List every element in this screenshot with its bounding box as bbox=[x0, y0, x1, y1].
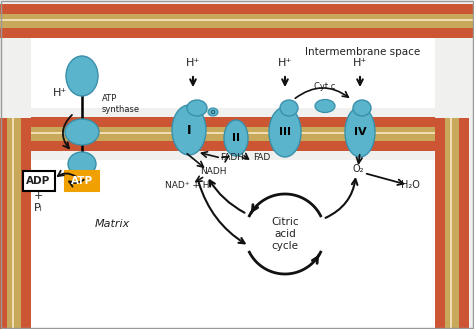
Ellipse shape bbox=[65, 119, 99, 145]
Bar bbox=[0, 28, 474, 38]
Bar bbox=[0, 14, 474, 21]
Bar bbox=[31, 141, 435, 151]
Bar bbox=[459, 118, 469, 329]
Bar bbox=[445, 118, 452, 329]
Ellipse shape bbox=[224, 120, 248, 156]
Text: Intermembrane space: Intermembrane space bbox=[305, 47, 420, 57]
FancyBboxPatch shape bbox=[65, 171, 99, 191]
Text: H⁺: H⁺ bbox=[278, 58, 292, 68]
Text: Citric
acid
cycle: Citric acid cycle bbox=[271, 217, 299, 251]
Ellipse shape bbox=[187, 100, 207, 116]
Ellipse shape bbox=[345, 107, 375, 157]
Bar bbox=[31, 117, 435, 127]
Bar bbox=[0, 19, 474, 23]
Text: ATP: ATP bbox=[71, 176, 93, 186]
Bar bbox=[14, 118, 21, 329]
Text: H⁺: H⁺ bbox=[353, 58, 367, 68]
Bar bbox=[452, 118, 459, 329]
Bar bbox=[31, 127, 435, 134]
Text: IV: IV bbox=[354, 127, 366, 137]
Text: H₂O: H₂O bbox=[401, 180, 419, 190]
Text: O₂: O₂ bbox=[352, 164, 364, 174]
Text: NADH: NADH bbox=[200, 167, 227, 176]
Text: O: O bbox=[211, 110, 215, 114]
Text: FAD: FAD bbox=[253, 153, 270, 162]
Bar bbox=[0, 21, 474, 28]
Bar bbox=[31, 35, 435, 108]
Bar bbox=[31, 132, 435, 136]
Text: +: + bbox=[33, 191, 43, 201]
Text: I: I bbox=[187, 123, 191, 137]
Ellipse shape bbox=[315, 99, 335, 113]
Bar bbox=[0, 4, 474, 14]
Ellipse shape bbox=[172, 105, 206, 155]
Text: ADP: ADP bbox=[26, 176, 50, 186]
Text: NAD⁺ + H⁺: NAD⁺ + H⁺ bbox=[165, 181, 214, 190]
Bar bbox=[0, 118, 7, 329]
Text: H⁺: H⁺ bbox=[186, 58, 200, 68]
Bar bbox=[435, 118, 445, 329]
Bar bbox=[12, 118, 16, 329]
Text: III: III bbox=[279, 127, 291, 137]
Text: FADH₂: FADH₂ bbox=[220, 153, 247, 162]
Ellipse shape bbox=[269, 107, 301, 157]
Text: Pᵢ: Pᵢ bbox=[34, 203, 42, 213]
Ellipse shape bbox=[208, 108, 218, 116]
Bar bbox=[7, 118, 14, 329]
Text: II: II bbox=[232, 133, 240, 143]
Ellipse shape bbox=[68, 152, 96, 176]
Text: Cyt c: Cyt c bbox=[314, 82, 336, 91]
Ellipse shape bbox=[280, 100, 298, 116]
Bar bbox=[31, 134, 435, 141]
Text: Matrix: Matrix bbox=[95, 219, 130, 229]
Ellipse shape bbox=[353, 100, 371, 116]
Bar bbox=[21, 118, 31, 329]
Ellipse shape bbox=[66, 56, 98, 96]
Bar bbox=[31, 160, 435, 329]
FancyBboxPatch shape bbox=[23, 171, 55, 191]
Text: H⁺: H⁺ bbox=[53, 88, 67, 98]
Text: ATP
synthase: ATP synthase bbox=[102, 94, 140, 114]
Bar bbox=[450, 118, 454, 329]
